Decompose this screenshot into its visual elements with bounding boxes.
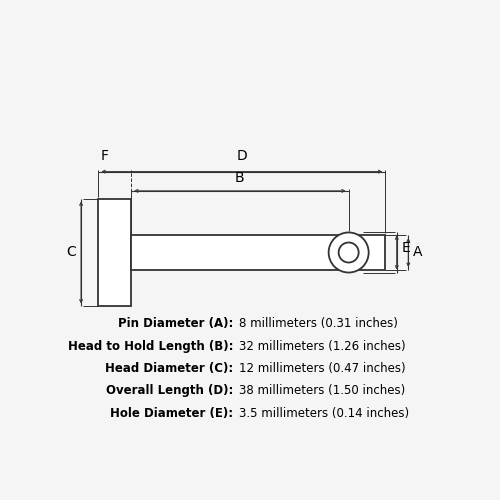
- Text: 12 millimeters (0.47 inches): 12 millimeters (0.47 inches): [239, 362, 406, 375]
- Bar: [131, 235, 385, 270]
- Text: Head Diameter (C):: Head Diameter (C):: [105, 362, 233, 375]
- Text: Overall Length (D):: Overall Length (D):: [106, 384, 233, 397]
- Text: B: B: [235, 171, 244, 185]
- Text: D: D: [236, 149, 247, 163]
- Circle shape: [328, 232, 368, 272]
- Text: Pin Diameter (A):: Pin Diameter (A):: [118, 317, 233, 330]
- Text: 8 millimeters (0.31 inches): 8 millimeters (0.31 inches): [239, 317, 398, 330]
- Text: Hole Diameter (E):: Hole Diameter (E):: [110, 406, 233, 420]
- Text: C: C: [66, 246, 76, 260]
- Text: Head to Hold Length (B):: Head to Hold Length (B):: [68, 340, 233, 352]
- Text: A: A: [413, 246, 422, 260]
- Circle shape: [338, 242, 358, 262]
- Bar: [98, 198, 131, 306]
- Text: F: F: [100, 149, 108, 163]
- Text: E: E: [402, 241, 410, 255]
- Text: 32 millimeters (1.26 inches): 32 millimeters (1.26 inches): [239, 340, 406, 352]
- Text: 38 millimeters (1.50 inches): 38 millimeters (1.50 inches): [239, 384, 405, 397]
- Text: 3.5 millimeters (0.14 inches): 3.5 millimeters (0.14 inches): [239, 406, 409, 420]
